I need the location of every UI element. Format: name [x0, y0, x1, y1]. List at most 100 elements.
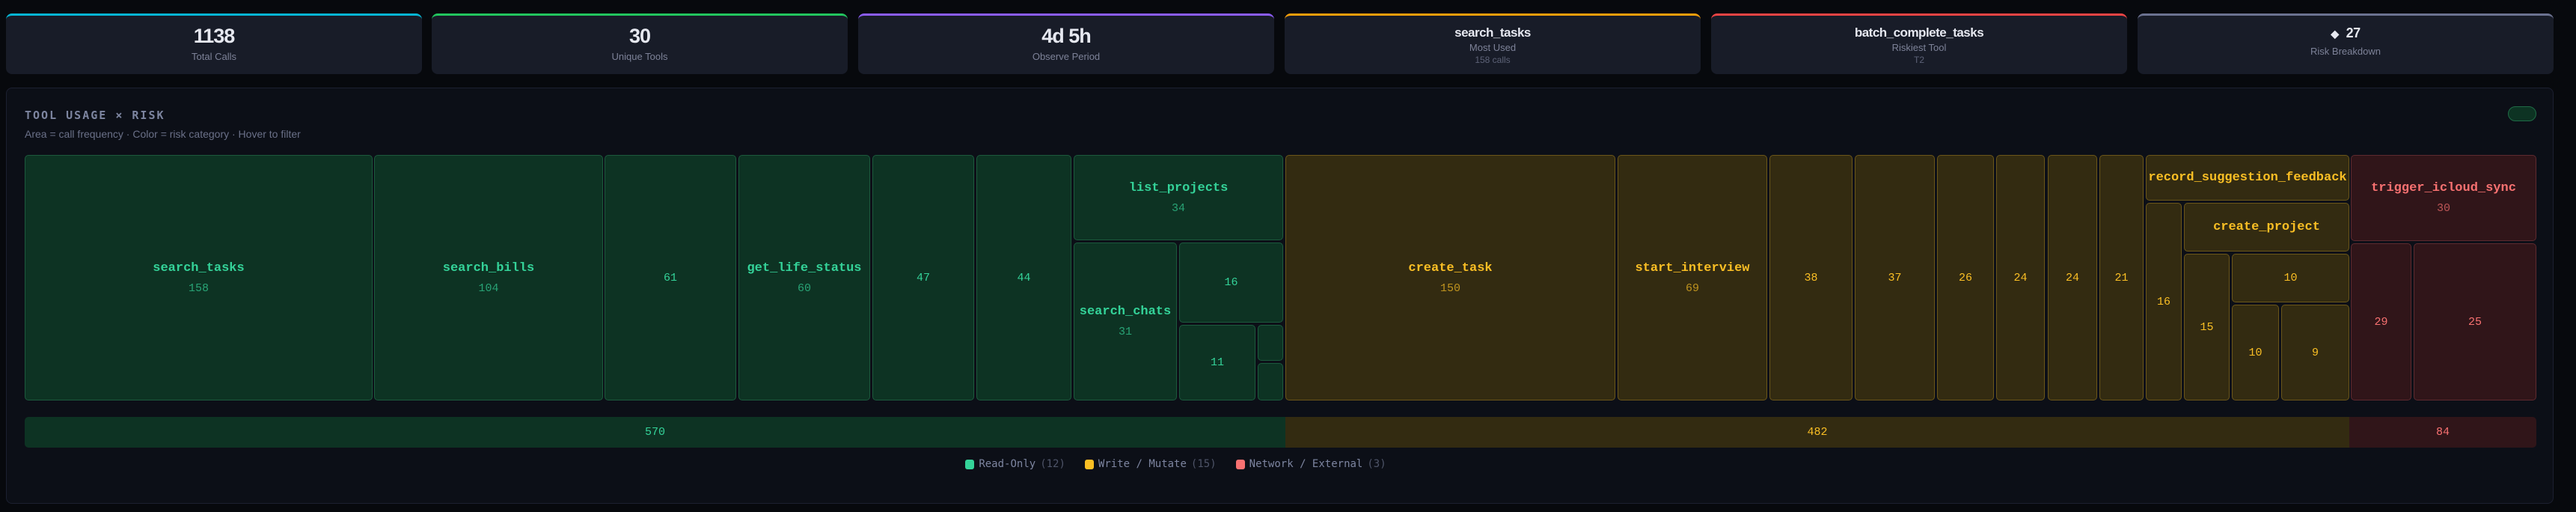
stat-label: Most Used — [1469, 42, 1517, 53]
cell-tool-name: list_projects — [1128, 180, 1229, 195]
cell-tool-name: record_suggestion_feedback — [2148, 171, 2347, 185]
cell-call-count: 16 — [1224, 276, 1238, 289]
stat-value: ◆ 27 — [2138, 25, 2554, 41]
stat-card-total-calls: 1138 Total Calls — [6, 13, 422, 74]
treemap-cell-write-12[interactable]: 10 — [2232, 254, 2349, 302]
legend-swatch — [965, 459, 975, 469]
cell-call-count: 37 — [1888, 271, 1902, 284]
treemap-cell-write-9[interactable]: 16 — [2146, 203, 2182, 400]
treemap-cell-search_chats[interactable]: search_chats 31 — [1074, 243, 1177, 400]
cell-call-count: 61 — [663, 271, 677, 284]
treemap-cell-write-5[interactable]: 24 — [1996, 155, 2045, 400]
cell-call-count: 30 — [2436, 202, 2450, 215]
cell-call-count: 10 — [2248, 346, 2263, 359]
cell-tool-name: search_bills — [442, 260, 535, 275]
stat-label: Riskiest Tool — [1891, 42, 1947, 53]
treemap-cell-network-2[interactable]: 25 — [2414, 243, 2536, 400]
stat-label: Total Calls — [192, 51, 236, 62]
stat-label: Observe Period — [1032, 51, 1101, 62]
treemap-cell-write-2[interactable]: 38 — [1769, 155, 1853, 400]
cell-call-count: 44 — [1017, 271, 1031, 284]
cell-call-count: 150 — [1440, 281, 1460, 295]
stat-card-observe-period: 4d 5h Observe Period — [858, 13, 1274, 74]
legend-label: Write / Mutate — [1098, 458, 1187, 470]
treemap-cell-list_projects[interactable]: list_projects 34 — [1074, 155, 1283, 240]
stat-label: Risk Breakdown — [2310, 46, 2381, 57]
cell-call-count: 11 — [1210, 356, 1224, 369]
cell-call-count: 24 — [2065, 271, 2079, 284]
total-write: 482 — [1807, 426, 1828, 439]
cell-call-count: 21 — [2114, 271, 2129, 284]
legend-count: (3) — [1367, 458, 1386, 470]
legend-label: Read-Only — [979, 458, 1036, 470]
cell-call-count: 104 — [478, 281, 499, 295]
cell-call-count: 34 — [1171, 201, 1185, 215]
treemap-cell-write-6[interactable]: 24 — [2048, 155, 2097, 400]
legend-item-read-only[interactable]: Read-Only (12) — [965, 458, 1065, 470]
cell-tool-name: get_life_status — [747, 260, 862, 275]
cell-tool-name: create_task — [1408, 260, 1493, 275]
treemap-cell-write-3[interactable]: 37 — [1855, 155, 1935, 400]
treemap-cell-search_bills[interactable]: search_bills 104 — [374, 155, 603, 400]
treemap-cell-network-1[interactable]: 29 — [2351, 243, 2411, 400]
cell-tool-name: start_interview — [1635, 260, 1750, 275]
cell-call-count: 31 — [1118, 326, 1132, 338]
treemap-cell-read_only-10[interactable] — [1258, 325, 1283, 361]
stat-sub: 158 calls — [1475, 55, 1511, 65]
cell-call-count: 69 — [1685, 281, 1699, 295]
legend-item-network[interactable]: Network / External (3) — [1235, 458, 1386, 470]
treemap-cell-read_only-9[interactable]: 11 — [1179, 325, 1255, 400]
cell-tool-name: search_chats — [1079, 305, 1172, 319]
cell-tool-name: create_project — [2213, 220, 2320, 234]
cell-call-count: 9 — [2311, 346, 2319, 359]
treemap-cell-create_task[interactable]: create_task 150 — [1285, 155, 1615, 400]
cell-tool-name: search_tasks — [153, 260, 245, 275]
stat-value: batch_complete_tasks — [1854, 25, 1984, 40]
panel-title: TOOL USAGE × RISK — [25, 109, 165, 122]
treemap-cell-read_only-8[interactable]: 16 — [1179, 243, 1283, 323]
legend-label: Network / External — [1249, 458, 1363, 470]
total-bar-write[interactable]: 482 — [1285, 417, 2349, 448]
cell-call-count: 158 — [188, 281, 209, 295]
treemap-cell-read_only-4[interactable]: 47 — [872, 155, 974, 400]
stat-label: Unique Tools — [611, 51, 668, 62]
stat-card-unique-tools: 30 Unique Tools — [432, 13, 848, 74]
stat-sub: T2 — [1913, 55, 1924, 65]
cell-call-count: 26 — [1958, 271, 1972, 284]
panel-subtitle: Area = call frequency · Color = risk cat… — [25, 128, 301, 140]
stat-value: 30 — [628, 25, 651, 47]
cell-call-count: 47 — [916, 271, 930, 284]
total-bar-network[interactable]: 84 — [2349, 417, 2536, 448]
total-network: 84 — [2435, 426, 2450, 439]
treemap-cell-create_project[interactable]: create_project — [2184, 203, 2349, 252]
stat-value: 1138 — [193, 25, 236, 47]
treemap-cell-record_suggestion_feedback[interactable]: record_suggestion_feedback — [2146, 155, 2349, 201]
view-toggle[interactable] — [2508, 106, 2536, 121]
stat-card-most-used: search_tasks Most Used 158 calls — [1285, 13, 1701, 74]
treemap-cell-write-4[interactable]: 26 — [1937, 155, 1994, 400]
total-bar-read-only[interactable]: 570 — [25, 417, 1285, 448]
treemap-cell-start_interview[interactable]: start_interview 69 — [1618, 155, 1767, 400]
cell-call-count: 15 — [2200, 320, 2214, 334]
treemap-cell-write-14[interactable]: 9 — [2281, 305, 2349, 400]
stat-card-riskiest-tool: batch_complete_tasks Riskiest Tool T2 — [1711, 13, 2127, 74]
cell-call-count: 16 — [2156, 295, 2170, 308]
treemap-cell-write-13[interactable]: 10 — [2232, 305, 2279, 400]
legend: Read-Only (12) Write / Mutate (15) Network… — [0, 458, 2464, 470]
treemap-cell-write-7[interactable]: 21 — [2099, 155, 2144, 400]
cell-call-count: 29 — [2374, 315, 2388, 329]
treemap-cell-write-11[interactable]: 15 — [2184, 254, 2230, 400]
treemap-cell-read_only-2[interactable]: 61 — [605, 155, 736, 400]
risk-breakdown-value: 27 — [2346, 25, 2361, 40]
treemap-cell-search_tasks[interactable]: search_tasks 158 — [25, 155, 373, 400]
legend-count: (12) — [1040, 458, 1065, 470]
stat-value: 4d 5h — [1041, 25, 1092, 47]
cell-call-count: 10 — [2283, 272, 2298, 284]
total-read-only: 570 — [644, 426, 665, 439]
legend-item-write[interactable]: Write / Mutate (15) — [1084, 458, 1217, 470]
treemap-cell-trigger_icloud_sync[interactable]: trigger_icloud_sync 30 — [2351, 155, 2536, 241]
treemap-cell-read_only-11[interactable] — [1258, 363, 1283, 400]
diamond-icon: ◆ — [2331, 28, 2339, 40]
treemap-cell-get_life_status[interactable]: get_life_status 60 — [738, 155, 870, 400]
treemap-cell-read_only-5[interactable]: 44 — [976, 155, 1071, 400]
